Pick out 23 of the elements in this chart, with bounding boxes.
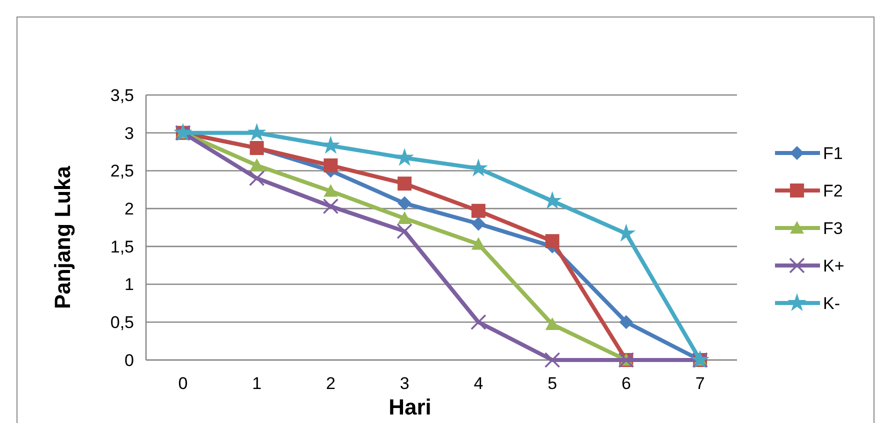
legend-label: K+ (823, 256, 844, 276)
x-tick-label: 1 (252, 374, 262, 393)
y-tick-label: 3,5 (110, 86, 134, 105)
y-tick-label: 1 (124, 275, 134, 294)
legend-label: K- (823, 294, 840, 313)
y-tick-label: 2 (124, 200, 134, 219)
legend-label: F1 (823, 144, 843, 163)
y-tick-label: 0 (124, 350, 134, 370)
legend-label: F2 (823, 181, 843, 200)
x-tick-label: 2 (326, 374, 336, 393)
legend-label: F3 (823, 218, 843, 238)
x-axis-title: Hari (388, 394, 432, 420)
x-tick-label: 6 (621, 374, 631, 393)
x-tick-label: 7 (695, 374, 705, 393)
x-tick-label: 3 (400, 374, 410, 393)
x-tick-label: 5 (548, 374, 558, 393)
x-tick-label: 4 (474, 374, 484, 393)
x-tick-label: 0 (178, 374, 188, 393)
y-tick-label: 0,5 (110, 313, 134, 332)
y-tick-label: 3 (124, 124, 134, 143)
y-tick-label: 1,5 (110, 237, 134, 256)
y-axis-title: Panjang Luka (50, 165, 75, 310)
y-tick-label: 2,5 (110, 162, 134, 181)
